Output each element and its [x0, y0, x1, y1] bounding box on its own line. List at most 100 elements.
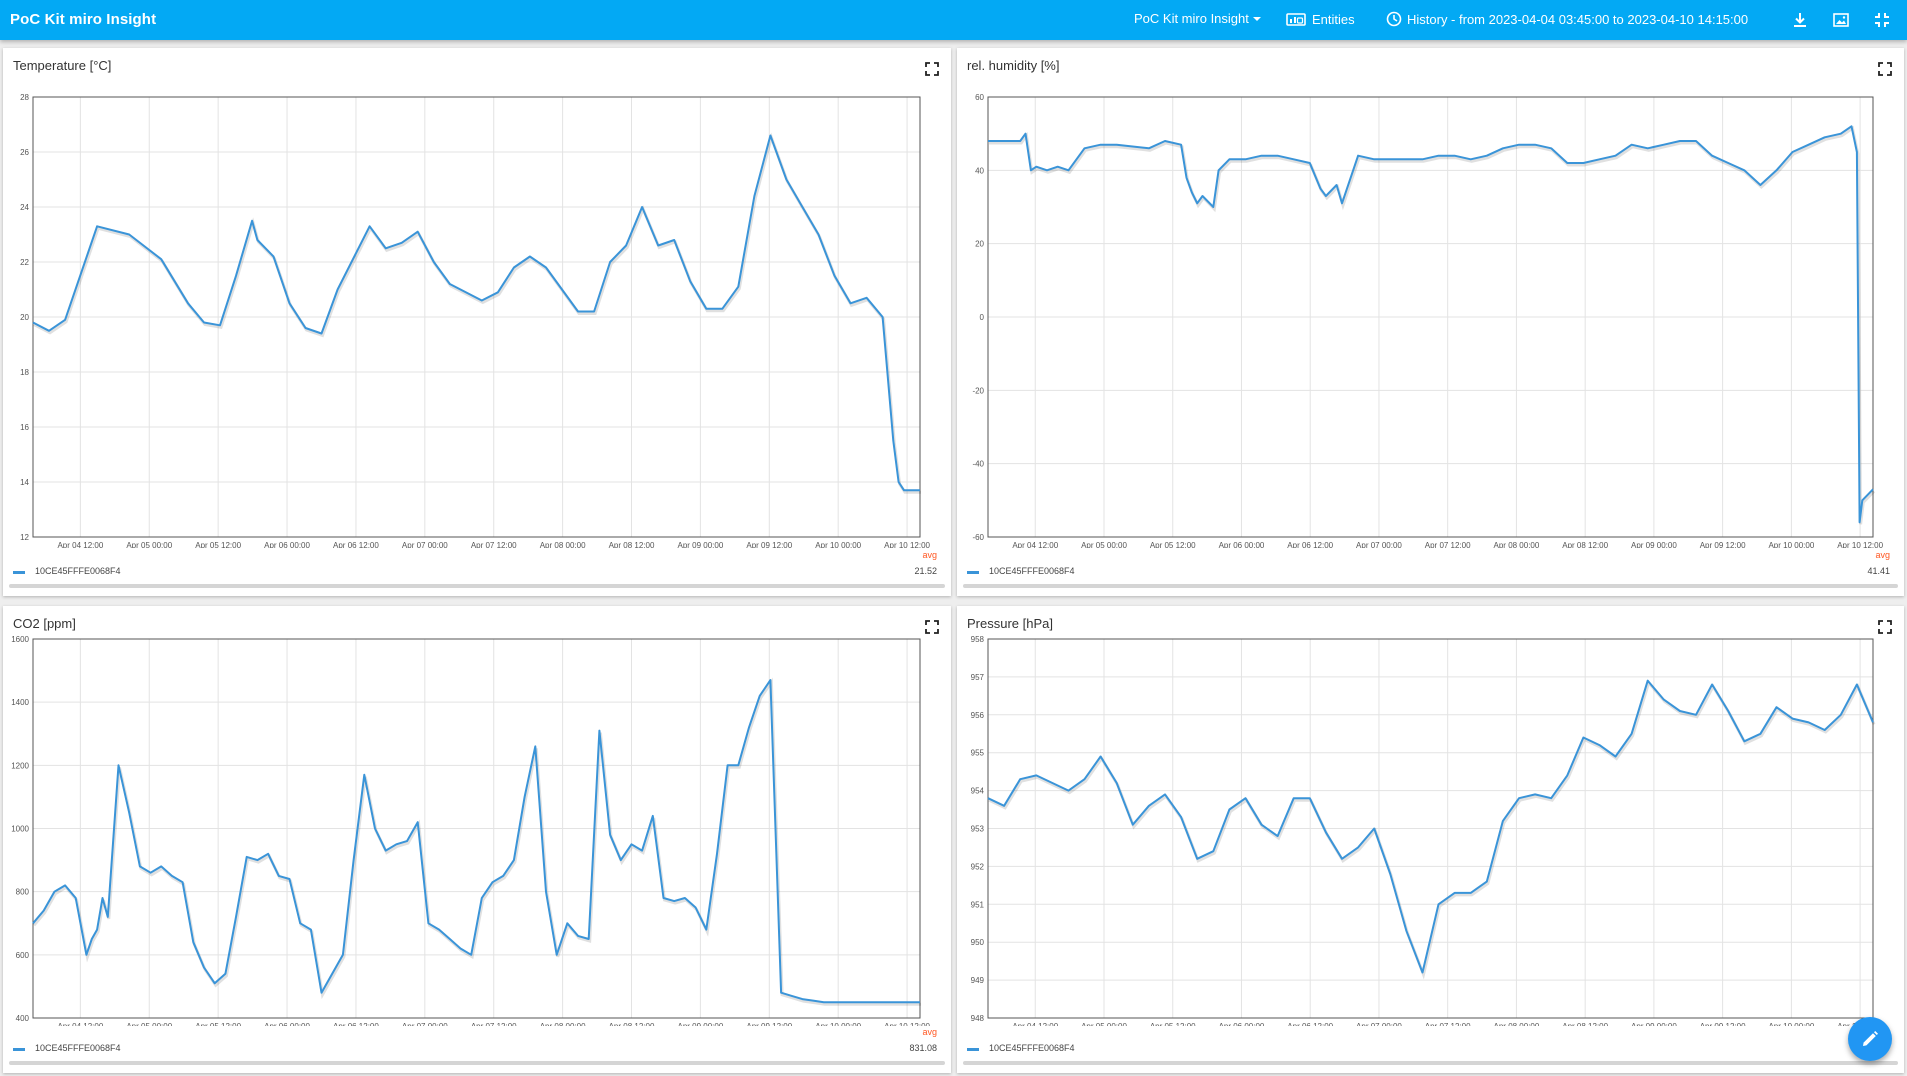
fullscreen-icon[interactable] — [925, 620, 939, 634]
legend-series-swatch[interactable] — [967, 1048, 979, 1051]
legend-avg-value: 21.52 — [914, 566, 937, 576]
y-tick-label: 800 — [16, 888, 30, 897]
series-line[interactable] — [32, 134, 920, 492]
x-tick-label: Apr 05 12:00 — [195, 541, 241, 548]
y-tick-label: 948 — [971, 1014, 985, 1023]
legend-avg-header: avg — [922, 1027, 937, 1037]
series-shadow — [33, 132, 921, 494]
x-tick-label: Apr 08 12:00 — [609, 1022, 655, 1026]
x-tick-label: Apr 08 12:00 — [609, 541, 655, 548]
y-tick-label: -40 — [972, 460, 984, 469]
dashboard-select[interactable]: PoC Kit miro Insight — [1134, 11, 1262, 26]
plot-area — [32, 638, 921, 1019]
plot-area — [32, 96, 921, 538]
legend-series-swatch[interactable] — [13, 571, 25, 574]
y-tick-label: 956 — [971, 711, 985, 720]
series-line[interactable] — [988, 125, 1874, 524]
y-tick-label: 1000 — [11, 825, 29, 834]
series-shadow — [989, 125, 1876, 525]
x-tick-label: Apr 09 00:00 — [1631, 1022, 1677, 1026]
x-tick-label: Apr 08 12:00 — [1562, 1022, 1608, 1026]
x-tick-label: Apr 08 12:00 — [1562, 541, 1608, 548]
legend-scrollbar[interactable] — [9, 584, 945, 588]
y-tick-label: 40 — [975, 166, 984, 175]
legend-avg-value: 831.08 — [909, 1043, 937, 1053]
x-tick-label: Apr 05 12:00 — [1150, 1022, 1196, 1026]
y-tick-label: 1400 — [11, 698, 29, 707]
legend-scrollbar[interactable] — [963, 584, 1898, 588]
x-tick-label: Apr 06 00:00 — [264, 1022, 310, 1026]
fullscreen-icon[interactable] — [1878, 620, 1892, 634]
fullscreen-icon[interactable] — [1878, 62, 1892, 76]
series-line[interactable] — [987, 679, 1874, 974]
y-tick-label: 1600 — [11, 635, 29, 644]
x-tick-label: Apr 08 00:00 — [540, 541, 586, 548]
series-shadow — [32, 677, 921, 1006]
y-tick-label: 955 — [971, 749, 985, 758]
dropdown-arrow-icon — [1252, 16, 1261, 21]
chart-card-co2: CO2 [ppm] 400 600 800 1000 1200 1400 1600 Apr 0… — [3, 606, 951, 1073]
legend-series-swatch[interactable] — [967, 571, 979, 574]
exit-fullscreen-icon[interactable] — [1872, 10, 1892, 30]
panel-title: rel. humidity [%] — [967, 58, 1060, 73]
y-tick-label: 28 — [20, 93, 29, 102]
x-tick-label: Apr 06 00:00 — [264, 541, 310, 548]
legend-scrollbar[interactable] — [9, 1061, 945, 1065]
x-tick-label: Apr 06 12:00 — [333, 541, 379, 548]
x-tick-label: Apr 08 00:00 — [540, 1022, 586, 1026]
x-tick-label: Apr 07 00:00 — [402, 541, 448, 548]
edit-fab-button[interactable] — [1848, 1017, 1892, 1061]
y-tick-label: 958 — [971, 635, 985, 644]
y-tick-label: 957 — [971, 673, 985, 682]
y-tick-label: 953 — [971, 825, 985, 834]
top-toolbar: PoC Kit miro Insight PoC Kit miro Insigh… — [0, 0, 1907, 40]
legend-series-name[interactable]: 10CE45FFFE0068F4 — [35, 566, 121, 576]
entities-button[interactable]: Entities — [1286, 11, 1355, 27]
x-tick-label: Apr 07 00:00 — [1356, 1022, 1402, 1026]
legend-series-name[interactable]: 10CE45FFFE0068F4 — [989, 1043, 1075, 1053]
x-tick-label: Apr 06 12:00 — [1287, 541, 1333, 548]
panel-title: Pressure [hPa] — [967, 616, 1053, 631]
series-line[interactable] — [32, 679, 920, 1004]
x-tick-label: Apr 07 12:00 — [471, 1022, 517, 1026]
app-title: PoC Kit miro Insight — [10, 11, 157, 28]
chart-card-humidity: rel. humidity [%] -60 -40 -20 0 20 40 60 Apr 04… — [957, 48, 1904, 596]
x-tick-label: Apr 06 00:00 — [1219, 1022, 1265, 1026]
legend-series-name[interactable]: 10CE45FFFE0068F4 — [35, 1043, 121, 1053]
legend-series-name[interactable]: 10CE45FFFE0068F4 — [989, 566, 1075, 576]
x-tick-label: Apr 10 00:00 — [815, 541, 861, 548]
y-tick-label: 22 — [20, 258, 29, 267]
x-tick-label: Apr 09 12:00 — [746, 1022, 792, 1026]
pencil-icon — [1863, 1031, 1878, 1046]
x-tick-label: Apr 04 12:00 — [57, 541, 103, 548]
x-tick-label: Apr 07 00:00 — [1356, 541, 1402, 548]
y-tick-label: 951 — [971, 900, 985, 909]
y-tick-label: 12 — [20, 533, 29, 542]
x-tick-label: Apr 09 12:00 — [1700, 541, 1746, 548]
y-tick-label: 24 — [20, 203, 29, 212]
y-tick-label: 60 — [975, 93, 984, 102]
x-tick-label: Apr 04 12:00 — [1012, 541, 1058, 548]
x-tick-label: Apr 04 12:00 — [1012, 1022, 1058, 1026]
y-tick-label: 949 — [971, 976, 985, 985]
temperature-chart: 12 14 16 18 20 22 24 26 28 Apr 04 12:00 Apr 05 00:… — [20, 93, 930, 548]
x-tick-label: Apr 08 00:00 — [1494, 541, 1540, 548]
y-tick-label: 0 — [980, 313, 985, 322]
co2-chart: 400 600 800 1000 1200 1400 1600 Apr 04 12:00 Apr… — [11, 635, 930, 1026]
image-export-icon[interactable] — [1831, 10, 1851, 30]
x-tick-label: Apr 06 12:00 — [1287, 1022, 1333, 1026]
x-tick-label: Apr 06 00:00 — [1219, 541, 1265, 548]
chart-legend: avg 10CE45FFFE0068F4 41.41 — [957, 550, 1904, 596]
legend-scrollbar[interactable] — [963, 1061, 1898, 1065]
y-tick-label: 600 — [16, 951, 30, 960]
x-tick-label: Apr 10 00:00 — [1768, 541, 1814, 548]
chart-grid — [988, 96, 1873, 538]
x-tick-label: Apr 05 00:00 — [1081, 541, 1127, 548]
fullscreen-icon[interactable] — [925, 62, 939, 76]
history-label: History - from 2023-04-04 03:45:00 to 20… — [1407, 11, 1749, 27]
y-tick-label: -20 — [972, 386, 984, 395]
legend-series-swatch[interactable] — [13, 1048, 25, 1051]
download-icon[interactable] — [1790, 10, 1810, 30]
chart-legend: avg 10CE45FFFE0068F4 831.08 — [3, 1027, 951, 1073]
history-button[interactable]: History - from 2023-04-04 03:45:00 to 20… — [1386, 11, 1748, 27]
